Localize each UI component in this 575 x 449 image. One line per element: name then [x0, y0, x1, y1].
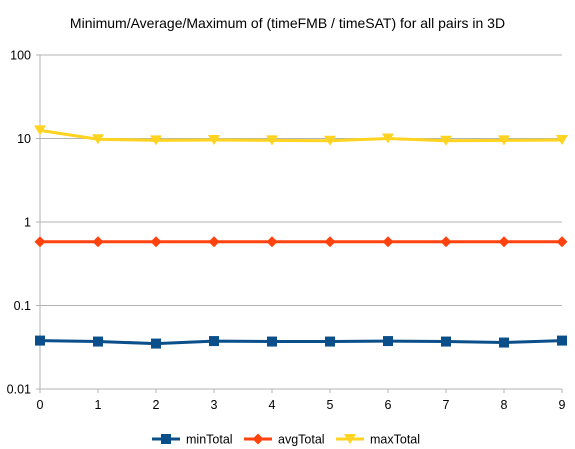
series-line-maxTotal — [39, 128, 563, 143]
data-point-maxTotal — [556, 134, 568, 145]
legend-marker-avgTotal — [252, 433, 264, 445]
y-tick-label: 0.01 — [7, 383, 31, 397]
data-point-avgTotal — [266, 236, 278, 248]
data-point-avgTotal — [92, 236, 104, 248]
data-point-minTotal — [209, 336, 219, 347]
legend-marker-minTotal — [161, 434, 171, 444]
series-line-minTotal — [39, 339, 563, 346]
data-point-minTotal — [441, 336, 451, 347]
axis-layer: 100 10 1 0.1 0.01 0 1 2 3 4 5 6 7 8 9 — [7, 49, 566, 413]
x-tick-label: 8 — [501, 398, 508, 412]
data-point-maxTotal — [34, 125, 46, 136]
data-point-maxTotal — [324, 135, 336, 146]
data-point-maxTotal — [498, 135, 510, 146]
series-layer — [34, 125, 568, 349]
legend-marker-maxTotal — [344, 434, 356, 444]
legend-label-avgTotal: avgTotal — [278, 433, 325, 447]
data-point-maxTotal — [208, 134, 220, 145]
data-point-avgTotal — [498, 236, 510, 248]
data-point-minTotal — [325, 336, 335, 347]
y-tick-label: 100 — [10, 49, 31, 63]
x-tick-label: 4 — [269, 398, 276, 412]
data-point-minTotal — [35, 335, 45, 346]
x-tick-label: 0 — [37, 398, 44, 412]
x-tick-label: 1 — [95, 398, 102, 412]
data-point-maxTotal — [382, 133, 394, 144]
data-point-avgTotal — [34, 236, 46, 248]
legend-label-maxTotal: maxTotal — [370, 433, 420, 447]
x-tick-label: 9 — [559, 398, 566, 412]
grid-layer — [40, 54, 562, 390]
y-tick-label: 1 — [24, 216, 31, 230]
data-point-avgTotal — [440, 236, 452, 248]
data-point-maxTotal — [92, 134, 104, 145]
x-tick-label: 5 — [327, 398, 334, 412]
data-point-minTotal — [267, 336, 277, 347]
x-tick-label: 3 — [211, 398, 218, 412]
data-point-maxTotal — [266, 135, 278, 146]
data-point-maxTotal — [440, 135, 452, 146]
data-point-minTotal — [499, 337, 509, 348]
legend-label-minTotal: minTotal — [186, 433, 233, 447]
data-point-avgTotal — [382, 236, 394, 248]
legend: minTotal avgTotal maxTotal — [152, 433, 420, 447]
data-point-avgTotal — [150, 236, 162, 248]
data-point-minTotal — [383, 336, 393, 347]
data-point-maxTotal — [150, 135, 162, 146]
chart-title: Minimum/Average/Maximum of (timeFMB / ti… — [69, 15, 506, 31]
y-tick-label: 10 — [17, 132, 31, 146]
data-point-avgTotal — [556, 236, 568, 248]
x-tick-label: 2 — [153, 398, 160, 412]
data-point-minTotal — [151, 338, 161, 349]
data-point-minTotal — [557, 335, 567, 346]
data-point-avgTotal — [208, 236, 220, 248]
data-point-minTotal — [93, 336, 103, 347]
x-tick-label: 7 — [443, 398, 450, 412]
data-point-avgTotal — [324, 236, 336, 248]
y-tick-label: 0.1 — [14, 299, 31, 313]
x-tick-label: 6 — [385, 398, 392, 412]
